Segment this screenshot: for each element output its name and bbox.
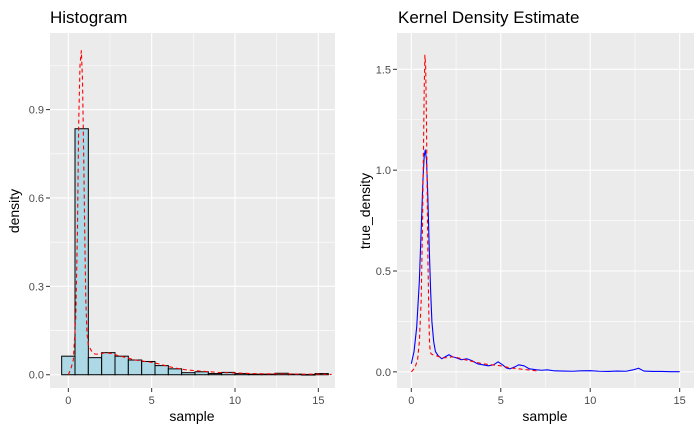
- x-axis-title: sample: [169, 408, 214, 424]
- x-tick-label: 10: [584, 395, 596, 407]
- histogram-bar: [101, 352, 116, 376]
- histogram-bar: [194, 371, 209, 376]
- true-density-line: [67, 50, 332, 375]
- histogram-bar: [114, 355, 129, 376]
- true-density-line: [410, 54, 537, 373]
- plot-panel: [50, 33, 335, 388]
- histogram-chart: Histogram 0 5 10 15 0.0 0.3 0.6 0.9 sample dens…: [6, 8, 335, 424]
- histogram-bar: [207, 373, 223, 376]
- x-tick-label: 0: [65, 395, 71, 407]
- histogram-bar: [74, 128, 89, 376]
- y-tick-label: 0.6: [29, 193, 44, 205]
- y-axis-title: density: [6, 189, 22, 233]
- x-tick-label: 5: [498, 395, 504, 407]
- y-tick-label: 1.5: [376, 64, 391, 76]
- x-tick-label: 5: [149, 395, 155, 407]
- x-tick-label: 15: [312, 395, 324, 407]
- chart-title: Histogram: [50, 8, 127, 27]
- gridlines: [50, 33, 335, 388]
- axes: 0 5 10 15 0.0 0.3 0.6 0.9: [29, 105, 325, 407]
- y-tick-label: 0.9: [29, 105, 44, 117]
- axes: 0 5 10 15 0.0 0.5 1.0 1.5: [376, 64, 686, 407]
- x-tick-label: 10: [229, 395, 241, 407]
- y-tick-label: 0.3: [29, 281, 44, 293]
- y-tick-label: 0.5: [376, 266, 391, 278]
- y-tick-label: 0.0: [376, 367, 391, 379]
- y-axis-title: true_density: [357, 173, 373, 249]
- x-tick-label: 15: [674, 395, 686, 407]
- x-axis-title: sample: [522, 408, 567, 424]
- lines: [67, 50, 332, 375]
- histogram-bar: [141, 360, 156, 376]
- histogram-bar: [87, 357, 103, 376]
- gridlines: [397, 33, 694, 388]
- x-tick-label: 0: [408, 395, 414, 407]
- y-tick-label: 0.0: [29, 370, 44, 382]
- lines: [410, 54, 680, 373]
- histogram-bar: [167, 368, 183, 376]
- kde-chart: Kernel Density Estimate 0 5 10 15 0.0 0.5 1.0 1…: [357, 8, 694, 424]
- histogram-bar: [181, 372, 196, 376]
- histogram-bar: [154, 365, 169, 376]
- histogram-bar: [127, 359, 143, 376]
- chart-title: Kernel Density Estimate: [398, 8, 579, 27]
- histogram-bar: [314, 373, 329, 376]
- y-tick-label: 1.0: [376, 165, 391, 177]
